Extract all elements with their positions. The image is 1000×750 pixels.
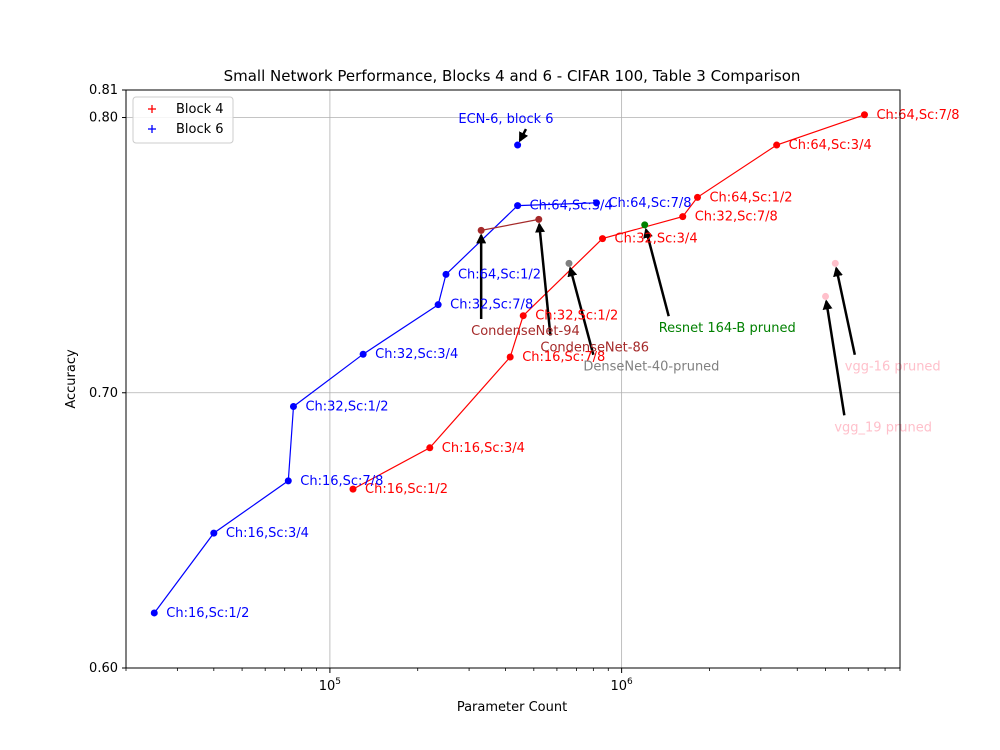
x-tick-label: 106: [610, 677, 633, 694]
annotation-label: CondenseNet-86: [540, 340, 649, 355]
annotation-arrow: [822, 299, 846, 416]
data-points: [150, 111, 868, 617]
annotation-arrow: [535, 222, 552, 336]
data-label: Ch:16,Sc:7/8: [300, 474, 383, 489]
legend-box: [132, 96, 234, 144]
data-label: Ch:64,Sc:1/2: [458, 267, 541, 282]
data-point: [773, 141, 781, 149]
data-point: [289, 403, 297, 411]
data-label: Ch:16,Sc:3/4: [442, 441, 525, 456]
x-axis-label: Parameter Count: [457, 700, 567, 715]
data-point: [514, 202, 522, 210]
data-label: Ch:32,Sc:3/4: [375, 347, 458, 362]
data-label: Ch:64,Sc:7/8: [876, 108, 959, 123]
annotation-arrow: [518, 128, 529, 143]
y-tick-label: 0.81: [89, 83, 118, 98]
data-point: [210, 529, 218, 537]
legend: Block 4 Block 6: [132, 96, 234, 144]
data-point: [426, 444, 434, 452]
plot-area: [126, 90, 900, 668]
annotation-arrow: [833, 266, 857, 356]
comparison-line: [481, 218, 539, 231]
comparison-point: [641, 221, 649, 229]
legend-label: Block 6: [176, 122, 224, 137]
data-label: Ch:32,Sc:7/8: [695, 210, 778, 225]
y-tick-label: 0.60: [89, 661, 118, 676]
data-point: [860, 111, 868, 119]
y-axis-label: Accuracy: [64, 349, 79, 409]
data-point: [150, 609, 158, 617]
data-point: [693, 193, 701, 201]
data-label: Ch:64,Sc:3/4: [789, 138, 872, 153]
annotation-arrow: [567, 266, 595, 356]
comparison-point: [477, 226, 485, 234]
comparison-point: [565, 259, 573, 267]
data-label: Ch:64,Sc:1/2: [709, 190, 792, 205]
annotation-label: vgg-16 pruned: [845, 360, 941, 375]
annotation-arrow: [643, 227, 670, 317]
data-point: [359, 350, 367, 358]
data-point: [514, 141, 522, 149]
y-tick-label: 0.70: [89, 386, 118, 401]
annotation-label: Resnet 164-B pruned: [659, 321, 796, 336]
data-label: Ch:32,Sc:3/4: [615, 232, 698, 247]
data-point: [506, 353, 514, 361]
legend-label: Block 4: [176, 102, 224, 117]
comparison-point: [535, 215, 543, 223]
data-label: Ch:16,Sc:1/2: [365, 482, 448, 497]
annotation-label: vgg_19 pruned: [834, 420, 932, 435]
annotation-label: CondenseNet-94: [471, 324, 580, 339]
axis-ticks: 0.60 0.70 0.80 0.81 105 106: [89, 83, 901, 694]
data-label: Ch:16,Sc:1/2: [166, 606, 249, 621]
data-point: [592, 199, 600, 207]
data-point: [679, 213, 687, 221]
data-label: Ch:16,Sc:7/8: [522, 350, 605, 365]
chart-title: Small Network Performance, Blocks 4 and …: [224, 67, 801, 85]
data-point: [442, 270, 450, 278]
comparison-point: [831, 259, 839, 267]
y-tick-label: 0.80: [89, 111, 118, 126]
comparison-point: [822, 292, 830, 300]
annotation-arrows: [476, 128, 857, 416]
data-label: Ch:32,Sc:1/2: [535, 309, 618, 324]
data-label: Ch:16,Sc:3/4: [226, 526, 309, 541]
plot-frame: [125, 89, 901, 669]
data-point: [599, 235, 607, 243]
data-label: Ch:64,Sc:3/4: [530, 199, 613, 214]
data-label: Ch:64,Sc:7/8: [608, 196, 691, 211]
data-point: [519, 312, 527, 320]
annotation-label: DenseNet-40-pruned: [583, 360, 719, 375]
data-point: [284, 477, 292, 485]
data-point: [434, 301, 442, 309]
point-labels: Ch:16,Sc:1/2 Ch:16,Sc:3/4 Ch:16,Sc:7/8 Ch:3…: [166, 108, 959, 621]
annotation-label: ECN-6, block 6: [458, 112, 553, 127]
x-tick-label: 105: [319, 677, 341, 694]
data-label: Ch:32,Sc:1/2: [305, 400, 388, 415]
data-label: Ch:32,Sc:7/8: [450, 298, 533, 313]
data-point: [349, 485, 357, 493]
